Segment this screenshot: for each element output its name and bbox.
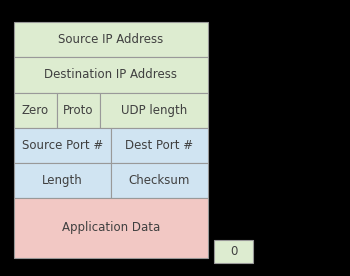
Bar	[100, 93, 208, 128]
Text: Proto: Proto	[63, 104, 94, 117]
Bar	[14, 22, 208, 57]
Text: 0: 0	[230, 245, 237, 258]
Text: Length: Length	[42, 174, 83, 187]
Bar	[57, 93, 100, 128]
Bar	[111, 128, 208, 163]
Bar	[111, 163, 208, 198]
Bar	[14, 57, 208, 93]
Text: Application Data: Application Data	[62, 222, 160, 235]
Text: Dest Port #: Dest Port #	[125, 139, 194, 152]
Bar	[14, 128, 111, 163]
Text: Destination IP Address: Destination IP Address	[44, 68, 177, 81]
Bar	[14, 198, 208, 258]
Bar	[214, 240, 253, 263]
Text: Source Port #: Source Port #	[22, 139, 103, 152]
Text: Zero: Zero	[22, 104, 49, 117]
Bar	[14, 163, 111, 198]
Text: Checksum: Checksum	[129, 174, 190, 187]
Text: Source IP Address: Source IP Address	[58, 33, 164, 46]
Text: UDP length: UDP length	[121, 104, 187, 117]
Bar	[14, 93, 57, 128]
